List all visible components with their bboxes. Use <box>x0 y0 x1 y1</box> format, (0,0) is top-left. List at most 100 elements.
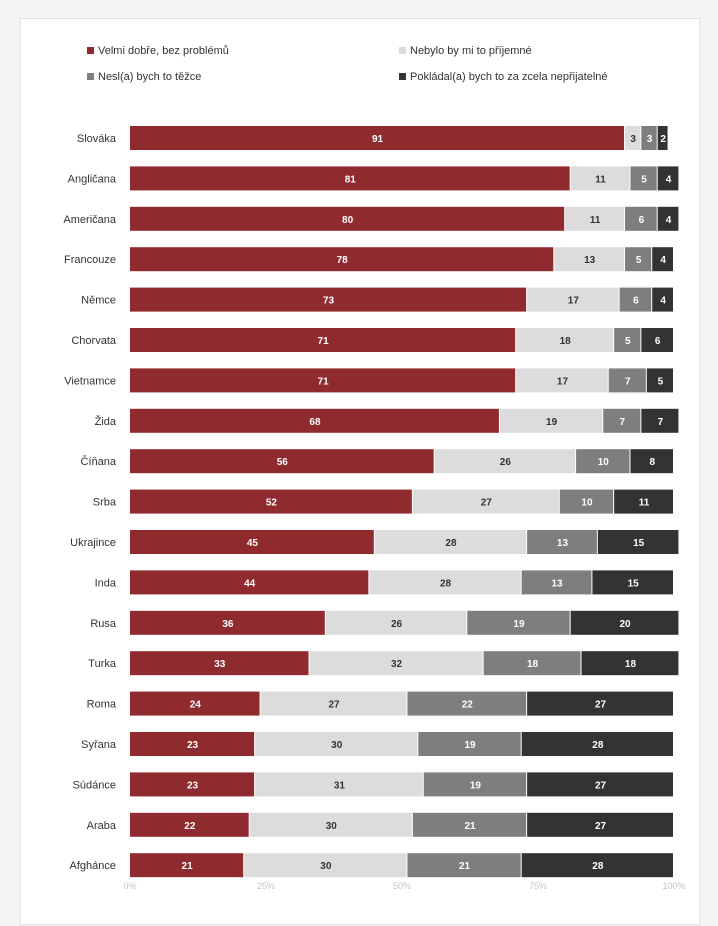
bar-segment <box>657 206 679 231</box>
data-label: 30 <box>326 821 338 832</box>
bar-segment <box>130 328 516 352</box>
bar-segment <box>614 489 673 514</box>
bar-segment <box>130 408 499 433</box>
data-label: 91 <box>372 134 384 145</box>
category-label: Inda <box>95 577 117 589</box>
data-label: 11 <box>590 215 601 226</box>
data-label: 19 <box>464 740 476 751</box>
data-label: 11 <box>595 174 606 185</box>
data-label: 17 <box>557 376 569 387</box>
category-label: Súdánce <box>73 779 116 791</box>
bar-segment <box>260 691 407 716</box>
category-label: Syřana <box>81 739 117 751</box>
data-label: 5 <box>658 376 664 387</box>
bar-segment <box>130 287 527 312</box>
data-label: 17 <box>568 296 580 307</box>
bar-segment <box>130 853 244 878</box>
category-label: Angličana <box>68 173 117 185</box>
data-label: 6 <box>655 336 661 347</box>
data-label: 19 <box>470 780 482 791</box>
bar-segment <box>130 732 255 756</box>
bar-segment <box>592 570 673 595</box>
bar-segment <box>652 247 673 272</box>
data-label: 26 <box>391 619 403 630</box>
data-label: 27 <box>595 821 607 832</box>
legend-label: Velmi dobře, bez problémů <box>98 45 229 57</box>
legend-item: Nebylo by mi to příjemné <box>399 45 532 57</box>
data-label: 13 <box>584 255 596 266</box>
data-label: 7 <box>658 417 664 428</box>
data-label: 68 <box>309 417 321 428</box>
data-label: 21 <box>459 861 471 872</box>
bar-segment <box>608 368 646 393</box>
legend-item: Nesl(a) bych to těžce <box>87 71 201 83</box>
data-label: 45 <box>247 538 259 549</box>
bar-segment <box>527 530 597 554</box>
data-label: 4 <box>666 215 672 226</box>
bar-segment <box>630 449 673 474</box>
category-label: Chorvata <box>71 335 117 347</box>
bar-segment <box>527 287 619 312</box>
data-label: 22 <box>184 821 196 832</box>
data-label: 6 <box>633 296 639 307</box>
bar-segment <box>407 853 521 878</box>
bar-segment <box>527 772 673 797</box>
bar-segment <box>130 368 516 393</box>
data-label: 7 <box>620 417 626 428</box>
data-label: 23 <box>187 780 199 791</box>
bar-segment <box>130 812 249 837</box>
data-label: 10 <box>581 498 593 509</box>
category-label: Slováka <box>77 133 117 145</box>
bar-segment <box>657 126 668 150</box>
data-label: 24 <box>190 700 202 711</box>
category-label: Araba <box>87 820 117 832</box>
bar-segment <box>516 368 608 393</box>
bar-segment <box>570 610 679 635</box>
data-label: 30 <box>331 740 343 751</box>
data-label: 33 <box>214 659 226 670</box>
data-label: 73 <box>323 296 335 307</box>
bar-segment <box>554 247 625 272</box>
data-label: 8 <box>649 457 655 468</box>
bar-segment <box>434 449 576 474</box>
data-label: 32 <box>391 659 403 670</box>
bar-segment <box>407 691 527 716</box>
bar-segment <box>559 489 614 514</box>
bar-segment <box>619 287 652 312</box>
data-label: 21 <box>182 861 194 872</box>
bar-segment <box>249 812 412 837</box>
data-label: 18 <box>560 336 572 347</box>
bar-segment <box>625 247 652 272</box>
legend-swatch <box>87 46 94 54</box>
data-label: 71 <box>318 336 330 347</box>
data-label: 2 <box>660 134 666 145</box>
bar-segment <box>374 530 527 554</box>
category-label: Rusa <box>90 618 117 630</box>
data-label: 26 <box>500 457 512 468</box>
bar-segment <box>130 126 625 150</box>
data-label: 30 <box>320 861 332 872</box>
bar-segment <box>581 651 679 676</box>
data-label: 4 <box>660 255 666 266</box>
category-label: Roma <box>87 699 117 711</box>
bar-segment <box>483 651 581 676</box>
legend-label: Nebylo by mi to příjemné <box>410 45 532 57</box>
data-label: 22 <box>462 700 474 711</box>
data-label: 21 <box>464 821 476 832</box>
bar-segment <box>652 287 673 312</box>
category-label: Francouze <box>64 254 116 266</box>
bar-segment <box>244 853 407 878</box>
bar-segment <box>499 408 603 433</box>
data-label: 81 <box>345 174 357 185</box>
bar-segment <box>527 691 673 716</box>
bar-segment <box>255 732 418 756</box>
bar-segment <box>412 489 559 514</box>
x-tick-label: 50% <box>393 881 411 891</box>
bar-segment <box>641 408 679 433</box>
data-label: 13 <box>551 578 563 589</box>
bar-segment <box>130 570 369 595</box>
data-label: 52 <box>266 498 278 509</box>
category-label: Ukrajince <box>70 537 116 549</box>
bar-segment <box>597 530 679 554</box>
data-label: 3 <box>647 134 653 145</box>
